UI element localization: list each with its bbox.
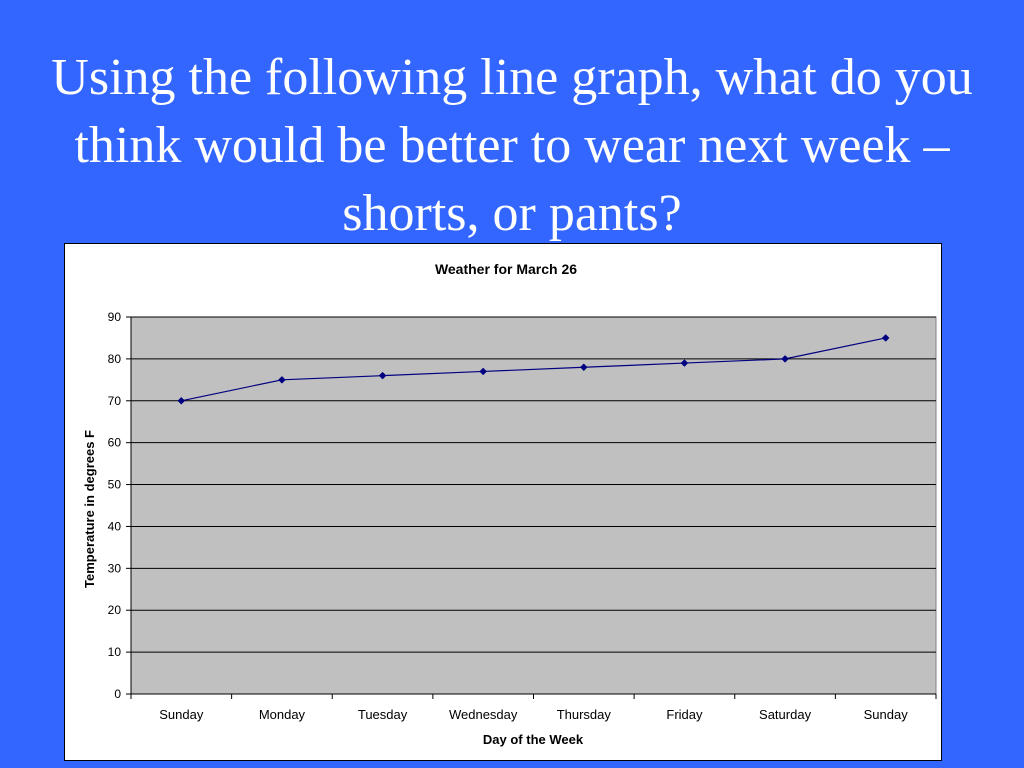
data-point [781,355,789,363]
data-point [378,371,387,380]
x-tick-label: Saturday [759,707,812,722]
y-tick-label: 20 [108,603,122,617]
y-tick-label: 80 [108,352,122,366]
x-tick-label: Friday [666,707,703,722]
y-tick-label: 10 [108,645,122,659]
y-tick-label: 90 [108,310,122,324]
y-tick-label: 50 [108,478,122,492]
axes: 0 10 20 30 40 50 60 70 80 90 Sunday Monday Tuesday We… [108,310,937,722]
x-tick-label: Wednesday [449,707,518,722]
series-layer [177,334,890,405]
chart-frame: Weather for March 26 0 10 20 30 40 50 60 70 80 90… [64,243,942,761]
y-tick-label: 30 [108,561,122,575]
chart-title: Weather for March 26 [435,261,577,277]
x-tick-label: Tuesday [358,707,408,722]
y-tick-label: 70 [108,394,122,408]
x-axis-title: Day of the Week [483,732,584,747]
y-tick-label: 60 [108,436,122,450]
data-point [680,359,689,367]
data-point [479,367,488,376]
x-tick-label: Thursday [557,707,612,722]
slide-title: Using the following line graph, what do … [51,49,973,242]
x-tick-label: Monday [259,707,306,722]
data-point [278,375,286,384]
data-point [881,334,890,342]
data-point [579,363,588,372]
y-tick-label: 0 [114,687,121,701]
x-tick-label: Sunday [864,707,909,722]
y-tick-label: 40 [108,519,122,533]
series-line [181,337,886,402]
grid-lines [131,316,936,653]
line-chart: Weather for March 26 0 10 20 30 40 50 60 70 80 90… [82,261,937,747]
y-axis-title: Temperature in degrees F [82,430,97,588]
plot-area [130,316,937,695]
x-tick-label: Sunday [159,707,204,722]
data-point [177,396,186,405]
